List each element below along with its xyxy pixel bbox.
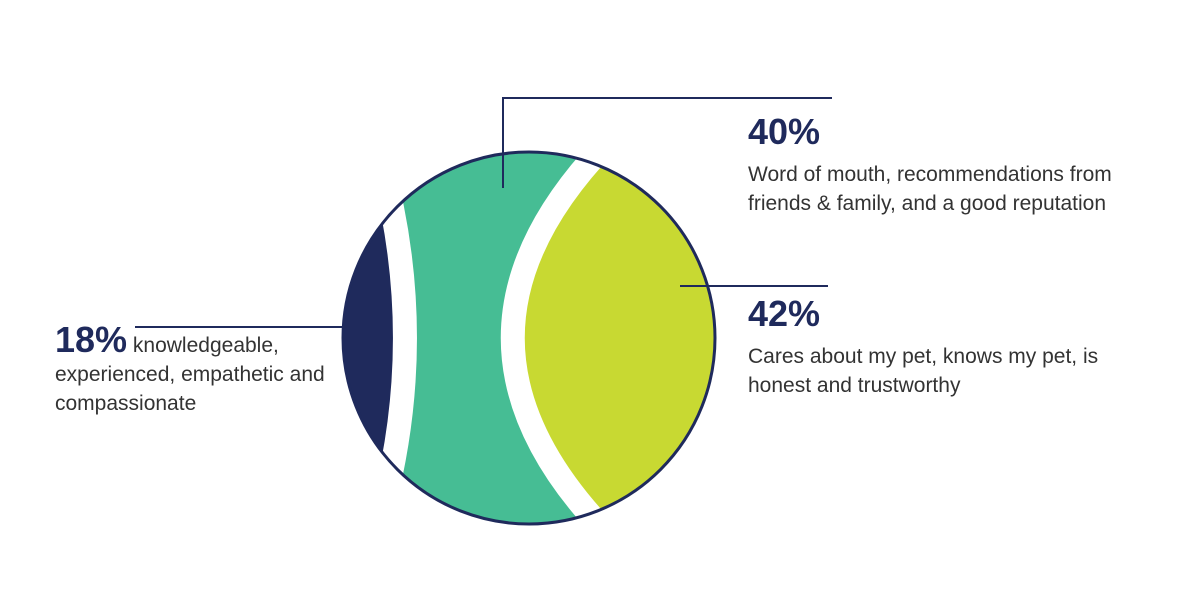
segment (374, 152, 610, 524)
category-label: knowledgeable, experienced, empathetic a… (55, 334, 325, 415)
segment-gap (500, 152, 619, 524)
value-label: 40% (748, 111, 821, 152)
label: 40% Word of mouth, recommendations from f… (748, 112, 1148, 218)
category-label: Cares about my pet, knows my pet, is hon… (748, 345, 1099, 397)
value-label: 42% (748, 293, 821, 334)
value-label: 18% (55, 319, 128, 360)
circle-outline (341, 150, 717, 526)
segments (343, 152, 715, 524)
label: 42% Cares about my pet, knows my pet, is … (748, 294, 1128, 400)
leader-line (502, 97, 832, 188)
segment (512, 152, 715, 524)
category-label: Word of mouth, recommendations from frie… (748, 163, 1112, 215)
label: 18% knowledgeable, experienced, empathet… (55, 320, 345, 418)
